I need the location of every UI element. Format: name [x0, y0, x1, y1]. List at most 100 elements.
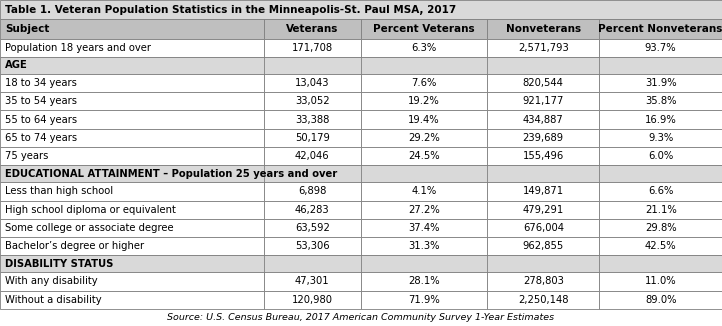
Bar [264, 273, 361, 290]
Bar [487, 19, 599, 38]
Text: 962,855: 962,855 [523, 241, 564, 251]
Bar [361, 273, 487, 290]
Bar [0, 255, 722, 273]
Text: 42.5%: 42.5% [645, 241, 677, 251]
Bar [264, 19, 361, 38]
Text: 35 to 54 years: 35 to 54 years [5, 96, 77, 106]
Text: 89.0%: 89.0% [645, 295, 677, 305]
Bar [361, 38, 487, 57]
Bar [0, 0, 722, 19]
Text: DISABILITY STATUS: DISABILITY STATUS [5, 259, 113, 269]
Text: 28.1%: 28.1% [409, 276, 440, 287]
Text: 93.7%: 93.7% [645, 43, 677, 53]
Bar [487, 200, 599, 219]
Bar [361, 182, 487, 200]
Text: 19.2%: 19.2% [409, 96, 440, 106]
Bar [361, 237, 487, 255]
Bar [599, 237, 722, 255]
Bar [0, 147, 264, 165]
Text: Percent Nonveterans: Percent Nonveterans [599, 24, 722, 34]
Bar [487, 111, 599, 129]
Text: High school diploma or equivalent: High school diploma or equivalent [5, 205, 176, 215]
Text: 921,177: 921,177 [523, 96, 564, 106]
Text: 33,388: 33,388 [295, 114, 329, 125]
Text: 42,046: 42,046 [295, 151, 329, 161]
Bar [487, 92, 599, 111]
Bar [0, 57, 722, 74]
Text: 13,043: 13,043 [295, 78, 329, 88]
Text: 65 to 74 years: 65 to 74 years [5, 133, 77, 143]
Text: 120,980: 120,980 [292, 295, 333, 305]
Text: 37.4%: 37.4% [409, 223, 440, 233]
Text: Without a disability: Without a disability [5, 295, 102, 305]
Bar [599, 111, 722, 129]
Text: 27.2%: 27.2% [409, 205, 440, 215]
Bar [361, 129, 487, 147]
Text: 7.6%: 7.6% [412, 78, 437, 88]
Text: 155,496: 155,496 [523, 151, 564, 161]
Text: 6.0%: 6.0% [648, 151, 673, 161]
Text: 278,803: 278,803 [523, 276, 564, 287]
Text: 11.0%: 11.0% [645, 276, 677, 287]
Bar [264, 290, 361, 309]
Bar [599, 129, 722, 147]
Text: 171,708: 171,708 [292, 43, 333, 53]
Text: With any disability: With any disability [5, 276, 97, 287]
Bar [361, 200, 487, 219]
Text: 6,898: 6,898 [298, 186, 326, 197]
Text: 50,179: 50,179 [295, 133, 330, 143]
Bar [599, 38, 722, 57]
Bar [361, 111, 487, 129]
Bar [361, 290, 487, 309]
Text: 2,250,148: 2,250,148 [518, 295, 568, 305]
Bar [487, 38, 599, 57]
Bar [599, 182, 722, 200]
Bar [361, 92, 487, 111]
Text: 24.5%: 24.5% [409, 151, 440, 161]
Text: 21.1%: 21.1% [645, 205, 677, 215]
Bar [487, 219, 599, 237]
Text: 479,291: 479,291 [523, 205, 564, 215]
Bar [264, 129, 361, 147]
Text: 2,571,793: 2,571,793 [518, 43, 569, 53]
Text: 35.8%: 35.8% [645, 96, 677, 106]
Text: 47,301: 47,301 [295, 276, 329, 287]
Bar [487, 273, 599, 290]
Text: 71.9%: 71.9% [409, 295, 440, 305]
Bar [361, 219, 487, 237]
Bar [264, 237, 361, 255]
Bar [0, 200, 264, 219]
Text: 239,689: 239,689 [523, 133, 564, 143]
Bar [599, 74, 722, 92]
Bar [264, 111, 361, 129]
Bar [0, 273, 264, 290]
Bar [599, 290, 722, 309]
Text: Nonveterans: Nonveterans [505, 24, 581, 34]
Bar [264, 74, 361, 92]
Text: Subject: Subject [5, 24, 49, 34]
Text: 55 to 64 years: 55 to 64 years [5, 114, 77, 125]
Text: 4.1%: 4.1% [412, 186, 437, 197]
Text: 16.9%: 16.9% [645, 114, 677, 125]
Bar [0, 290, 264, 309]
Text: 19.4%: 19.4% [409, 114, 440, 125]
Bar [599, 147, 722, 165]
Bar [0, 165, 722, 182]
Bar [264, 200, 361, 219]
Text: 29.2%: 29.2% [409, 133, 440, 143]
Bar [361, 19, 487, 38]
Text: 63,592: 63,592 [295, 223, 330, 233]
Bar [487, 237, 599, 255]
Bar [0, 182, 264, 200]
Text: 9.3%: 9.3% [648, 133, 673, 143]
Text: Bachelor’s degree or higher: Bachelor’s degree or higher [5, 241, 144, 251]
Text: AGE: AGE [5, 60, 27, 70]
Bar [487, 129, 599, 147]
Text: 29.8%: 29.8% [645, 223, 677, 233]
Text: EDUCATIONAL ATTAINMENT – Population 25 years and over: EDUCATIONAL ATTAINMENT – Population 25 y… [5, 169, 337, 179]
Text: 75 years: 75 years [5, 151, 48, 161]
Bar [487, 74, 599, 92]
Text: 820,544: 820,544 [523, 78, 564, 88]
Bar [361, 74, 487, 92]
Text: 6.3%: 6.3% [412, 43, 437, 53]
